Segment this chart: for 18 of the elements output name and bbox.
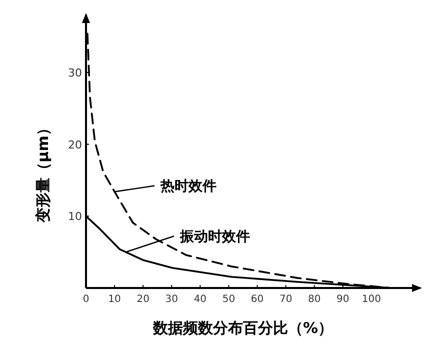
x-tick-label: 0 [82, 294, 90, 305]
x-tick-label: 100 [362, 294, 382, 305]
x-tick-label: 50 [222, 294, 236, 305]
x-tick-label: 60 [250, 294, 264, 305]
y-tick-label: 20 [68, 138, 82, 152]
x-tick-label: 40 [194, 294, 207, 305]
x-axis-title: 数据频数分布百分比（%） [152, 319, 334, 337]
annotation: 振动时效件 [178, 229, 250, 246]
y-axis-title: 变形量（μm） [34, 120, 52, 224]
x-tick-label: 80 [308, 294, 321, 305]
y-tick-label: 10 [68, 210, 82, 224]
x-tick-label: 90 [336, 294, 350, 305]
annotation: 热时效件 [160, 178, 217, 195]
x-tick-label: 20 [136, 294, 150, 305]
x-tick-label: 10 [108, 294, 121, 305]
y-tick-label: 30 [68, 66, 82, 80]
x-tick-label: 70 [279, 294, 292, 305]
x-tick-label: 30 [165, 294, 178, 305]
